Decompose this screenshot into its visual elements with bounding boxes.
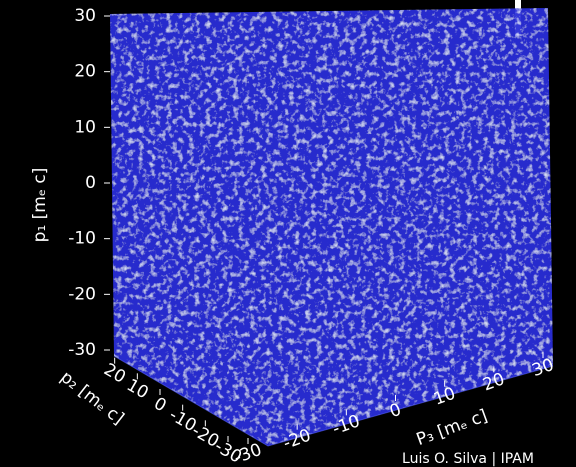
z-tick-label: 0 <box>85 173 96 193</box>
z-tick-label: 30 <box>74 6 96 26</box>
z-tick-label: -20 <box>68 284 96 304</box>
z-tick-label: -10 <box>68 229 96 249</box>
volume <box>110 8 553 446</box>
z-tick-label: 20 <box>74 62 96 82</box>
credit: Luis O. Silva | IPAM <box>402 451 534 467</box>
z-tick-label: 10 <box>74 117 96 137</box>
z-axis-label: p₁ [mₑ c] <box>30 168 50 243</box>
axes: 3020100-10-20-3020100-10-20-30-30-20-100… <box>68 6 556 467</box>
z-tick-label: -30 <box>68 340 96 360</box>
cube-edge <box>113 355 554 447</box>
